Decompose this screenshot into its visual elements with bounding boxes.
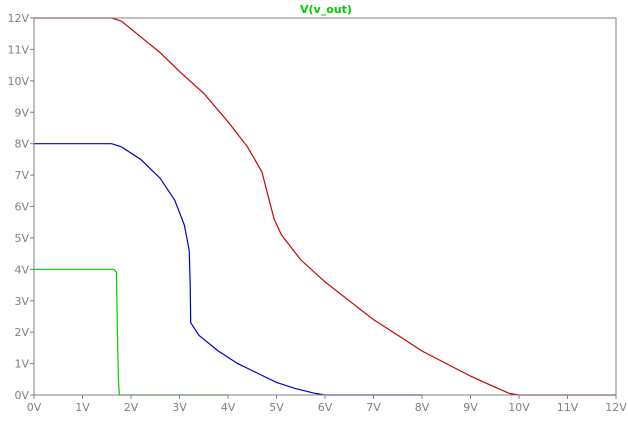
axis-layer: 0V 1V 2V 3V 4V 5V 6V 7V 8V 9V 10V 11V 12V 0V 1V 2V 3V 4V 5…	[7, 12, 627, 414]
x-tick-label: 0V	[27, 401, 42, 414]
y-tick-label: 4V	[14, 263, 29, 276]
x-tick-label: 11V	[557, 401, 579, 414]
series-line-3	[34, 268, 228, 396]
x-tick-label: 10V	[508, 401, 530, 414]
series-layer	[34, 17, 616, 396]
x-tick-label: 9V	[463, 401, 478, 414]
x-tick-label: 1V	[75, 401, 90, 414]
y-tick-label: 3V	[14, 295, 29, 308]
y-tick-label: 6V	[14, 201, 29, 214]
y-tick-label: 5V	[14, 232, 29, 245]
x-tick-label: 6V	[318, 401, 333, 414]
y-tick-label: 9V	[14, 106, 29, 119]
x-tick-label: 3V	[172, 401, 187, 414]
y-tick-label: 0V	[14, 389, 29, 402]
x-tick-label: 8V	[415, 401, 430, 414]
y-tick-label: 2V	[14, 326, 29, 339]
series-line-2	[34, 143, 422, 396]
chart-title: V(v_out)	[300, 3, 352, 16]
y-tick-label: 7V	[14, 169, 29, 182]
x-tick-label: 5V	[269, 401, 284, 414]
series-line-1	[34, 17, 616, 396]
y-tick-label: 8V	[14, 138, 29, 151]
x-tick-label: 4V	[221, 401, 236, 414]
y-tick-label: 11V	[7, 43, 29, 56]
x-tick-label: 7V	[366, 401, 381, 414]
plot-frame	[33, 17, 617, 396]
x-tick-label: 2V	[124, 401, 139, 414]
y-tick-label: 10V	[7, 75, 29, 88]
x-tick-label: 12V	[605, 401, 627, 414]
y-tick-label: 1V	[14, 358, 29, 371]
y-tick-label: 12V	[7, 12, 29, 25]
